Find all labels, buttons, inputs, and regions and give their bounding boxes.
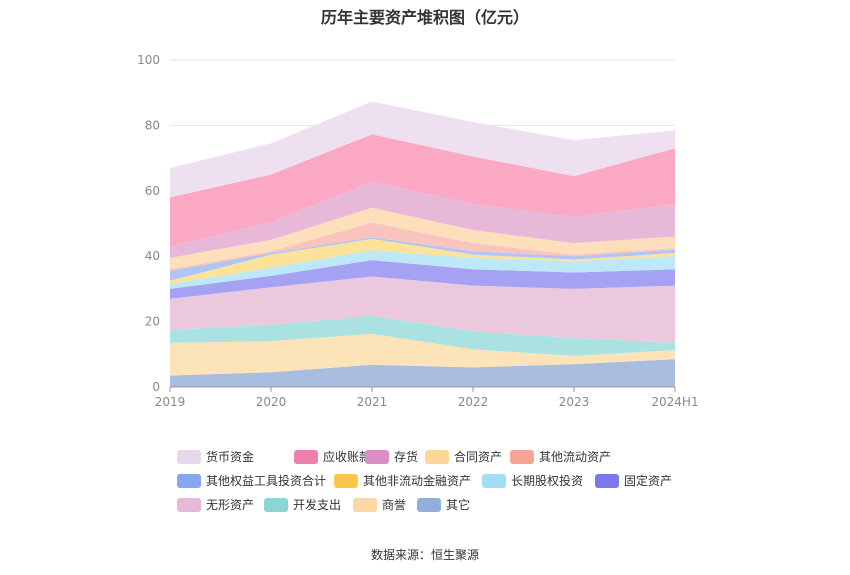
- y-tick-label: 60: [145, 184, 160, 198]
- legend-swatch: [425, 449, 449, 464]
- legend-label: 其他非流动金融资产: [363, 474, 472, 488]
- area-series-2: [170, 333, 675, 376]
- data-source-note: 数据来源：恒生聚源: [370, 548, 479, 562]
- legend-item[interactable]: 商誉: [353, 496, 406, 513]
- legend-label: 应收账款: [323, 450, 372, 464]
- x-tick-label: 2021: [357, 395, 388, 409]
- y-tick-label: 40: [145, 249, 160, 263]
- legend-item[interactable]: 应收账款: [294, 448, 371, 465]
- legend-swatch: [177, 497, 201, 512]
- area-series-1: [170, 359, 675, 387]
- legend-label: 固定资产: [624, 474, 673, 488]
- chart-title: 历年主要资产堆积图（亿元）: [320, 8, 529, 27]
- legend-label: 其他权益工具投资合计: [206, 474, 327, 488]
- y-tick-label: 20: [145, 315, 160, 329]
- y-tick-label: 80: [145, 118, 160, 132]
- legend-swatch: [365, 449, 389, 464]
- legend-swatch: [510, 449, 534, 464]
- legend-label: 其它: [446, 498, 471, 512]
- legend-label: 商誉: [382, 498, 407, 512]
- legend-item[interactable]: 其它: [417, 496, 470, 513]
- legend-item[interactable]: 其他权益工具投资合计: [177, 472, 326, 489]
- area-series-4: [170, 276, 675, 343]
- legend-swatch: [294, 449, 318, 464]
- x-tick-label: 2024H1: [651, 395, 698, 409]
- legend-label: 开发支出: [293, 498, 342, 512]
- legend-label: 货币资金: [206, 450, 255, 464]
- legend-swatch: [177, 473, 201, 488]
- x-tick-label: 2020: [256, 395, 287, 409]
- x-tick-label: 2023: [559, 395, 590, 409]
- legend-item[interactable]: 无形资产: [177, 496, 254, 513]
- axes: 0 20 40 60 80 100 2019 2020 2021 2022 2023 2024H1: [137, 53, 699, 409]
- legend-label: 无形资产: [206, 498, 255, 512]
- legend-swatch: [334, 473, 358, 488]
- legend-swatch: [353, 497, 377, 512]
- area-series-8: [170, 237, 675, 281]
- area-series-10: [170, 207, 675, 270]
- legend-label: 存货: [394, 450, 419, 464]
- x-tick-label: 2019: [155, 395, 186, 409]
- legend-item[interactable]: 开发支出: [264, 496, 341, 513]
- area-series-12: [170, 134, 675, 247]
- legend-label: 长期股权投资: [511, 474, 584, 488]
- x-tick-label: 2022: [458, 395, 489, 409]
- legend-label: 合同资产: [454, 450, 503, 464]
- legend-item[interactable]: 固定资产: [595, 472, 672, 489]
- legend-swatch: [417, 497, 441, 512]
- legend-item[interactable]: 合同资产: [425, 448, 502, 465]
- y-tick-label: 0: [152, 380, 160, 394]
- legend-swatch: [177, 449, 201, 464]
- legend-swatch: [595, 473, 619, 488]
- legend-item[interactable]: 存货: [365, 448, 418, 465]
- area-series-7: [170, 238, 675, 284]
- area-series-13: [170, 101, 675, 198]
- area-series-11: [170, 181, 675, 258]
- area-series-3: [170, 315, 675, 356]
- legend-item[interactable]: 其他非流动金融资产: [334, 472, 471, 489]
- legend-item[interactable]: 长期股权投资: [482, 472, 583, 489]
- area-series-6: [170, 250, 675, 289]
- area-series-group: [170, 101, 675, 387]
- legend-swatch: [264, 497, 288, 512]
- y-tick-label: 100: [137, 53, 160, 67]
- legend-swatch: [482, 473, 506, 488]
- legend-item[interactable]: 货币资金: [177, 448, 254, 465]
- legend-label: 其他流动资产: [539, 450, 612, 464]
- area-series-5: [170, 260, 675, 299]
- legend-item[interactable]: 其他流动资产: [510, 448, 611, 465]
